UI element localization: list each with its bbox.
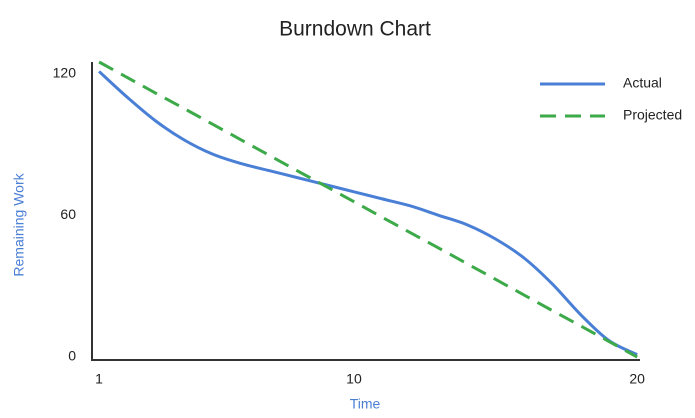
x-axis-label: Time [350,396,381,412]
y-tick-label: 0 [68,348,76,364]
data-line [98,70,638,356]
chart-title: Burndown Chart [279,18,431,41]
x-tick-label: 1 [95,371,103,387]
data-line [98,60,638,359]
x-tick-label: 20 [629,371,645,387]
y-tick-label: 120 [53,65,77,81]
legend-label: Actual [623,75,662,91]
legend-label: Projected [623,107,682,123]
y-axis-label: Remaining Work [11,172,27,276]
x-tick-label: 10 [346,371,362,387]
y-tick-label: 60 [60,206,76,222]
